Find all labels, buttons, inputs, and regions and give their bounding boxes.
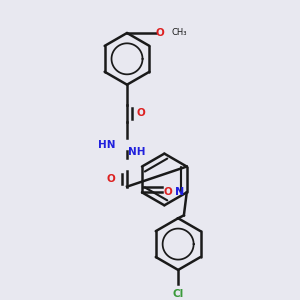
Text: CH₃: CH₃	[172, 28, 187, 38]
Text: O: O	[136, 108, 145, 118]
Text: N: N	[175, 188, 184, 197]
Text: O: O	[164, 188, 172, 197]
Text: HN: HN	[98, 140, 116, 150]
Text: O: O	[106, 174, 115, 184]
Text: O: O	[156, 28, 164, 38]
Text: NH: NH	[128, 147, 146, 157]
Text: Cl: Cl	[172, 289, 184, 298]
